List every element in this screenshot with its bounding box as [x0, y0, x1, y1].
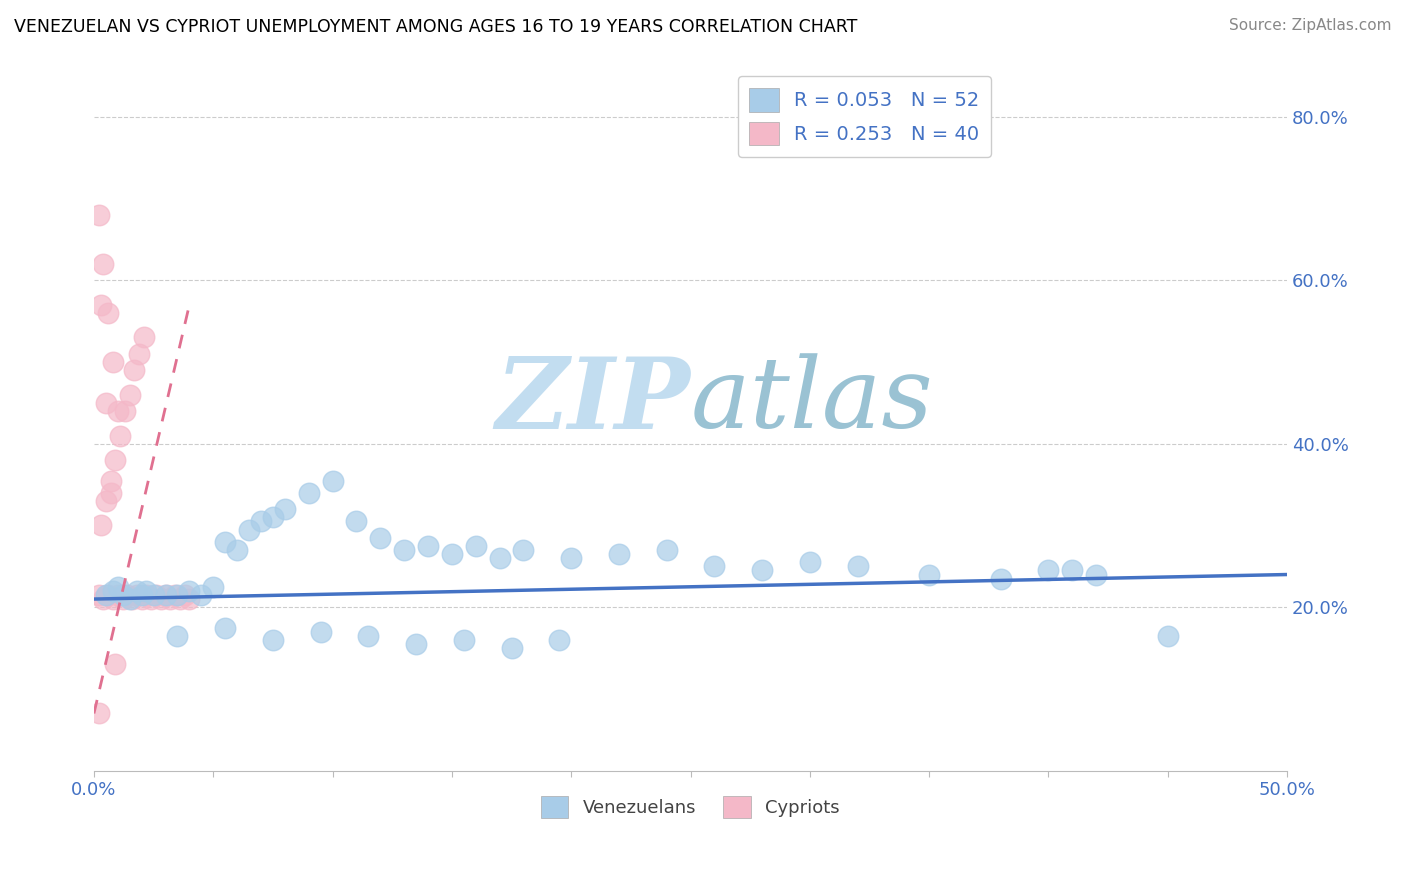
Point [1157, 629, 1180, 643]
Point [703, 559, 725, 574]
Point [118, 592, 141, 607]
Point [357, 629, 380, 643]
Point [918, 567, 941, 582]
Point [368, 531, 391, 545]
Point [94, 396, 117, 410]
Text: Source: ZipAtlas.com: Source: ZipAtlas.com [1229, 18, 1392, 33]
Point [238, 523, 260, 537]
Point [87, 208, 110, 222]
Point [107, 404, 129, 418]
Point [104, 657, 127, 672]
Point [990, 572, 1012, 586]
Point [166, 588, 188, 602]
Point [94, 588, 117, 602]
Point [453, 632, 475, 647]
Point [111, 592, 134, 607]
Point [114, 404, 136, 418]
Point [214, 621, 236, 635]
Point [101, 592, 124, 607]
Point [179, 592, 201, 607]
Point [131, 592, 153, 607]
Point [262, 510, 284, 524]
Point [128, 347, 150, 361]
Point [97, 588, 120, 602]
Point [117, 588, 139, 602]
Legend: Venezuelans, Cypriots: Venezuelans, Cypriots [534, 789, 846, 826]
Point [548, 632, 571, 647]
Point [1038, 564, 1060, 578]
Point [135, 583, 157, 598]
Point [101, 583, 124, 598]
Point [87, 706, 110, 721]
Point [416, 539, 439, 553]
Point [607, 547, 630, 561]
Point [166, 629, 188, 643]
Point [108, 428, 131, 442]
Point [488, 551, 510, 566]
Point [159, 592, 181, 607]
Point [124, 363, 146, 377]
Point [346, 515, 368, 529]
Point [322, 474, 344, 488]
Point [125, 583, 148, 598]
Point [93, 592, 115, 607]
Point [799, 555, 821, 569]
Point [111, 588, 134, 602]
Point [135, 588, 157, 602]
Point [145, 588, 167, 602]
Point [440, 547, 463, 561]
Point [1085, 567, 1108, 582]
Point [405, 637, 427, 651]
Text: VENEZUELAN VS CYPRIOT UNEMPLOYMENT AMONG AGES 16 TO 19 YEARS CORRELATION CHART: VENEZUELAN VS CYPRIOT UNEMPLOYMENT AMONG… [14, 18, 858, 36]
Point [512, 543, 534, 558]
Point [560, 551, 582, 566]
Point [101, 355, 124, 369]
Point [94, 494, 117, 508]
Point [190, 588, 212, 602]
Point [392, 543, 415, 558]
Point [179, 583, 201, 598]
Point [149, 592, 172, 607]
Point [1062, 564, 1084, 578]
Point [100, 474, 122, 488]
Point [87, 588, 110, 602]
Point [107, 580, 129, 594]
Point [155, 588, 177, 602]
Point [169, 592, 191, 607]
Point [142, 588, 165, 602]
Point [165, 588, 187, 602]
Point [93, 257, 115, 271]
Point [250, 515, 273, 529]
Point [262, 632, 284, 647]
Point [155, 588, 177, 602]
Point [751, 564, 773, 578]
Point [226, 543, 249, 558]
Point [274, 502, 297, 516]
Text: atlas: atlas [690, 353, 934, 449]
Point [464, 539, 486, 553]
Point [501, 641, 523, 656]
Point [846, 559, 869, 574]
Point [97, 306, 120, 320]
Point [309, 624, 332, 639]
Point [90, 298, 112, 312]
Text: ZIP: ZIP [495, 352, 690, 450]
Point [104, 453, 127, 467]
Point [141, 592, 163, 607]
Point [298, 485, 321, 500]
Point [90, 518, 112, 533]
Point [121, 592, 143, 607]
Point [655, 543, 678, 558]
Point [202, 580, 225, 594]
Point [131, 588, 153, 602]
Point [214, 534, 236, 549]
Point [118, 388, 141, 402]
Point [132, 330, 155, 344]
Point [100, 485, 122, 500]
Point [125, 588, 148, 602]
Point [173, 588, 195, 602]
Point [107, 588, 129, 602]
